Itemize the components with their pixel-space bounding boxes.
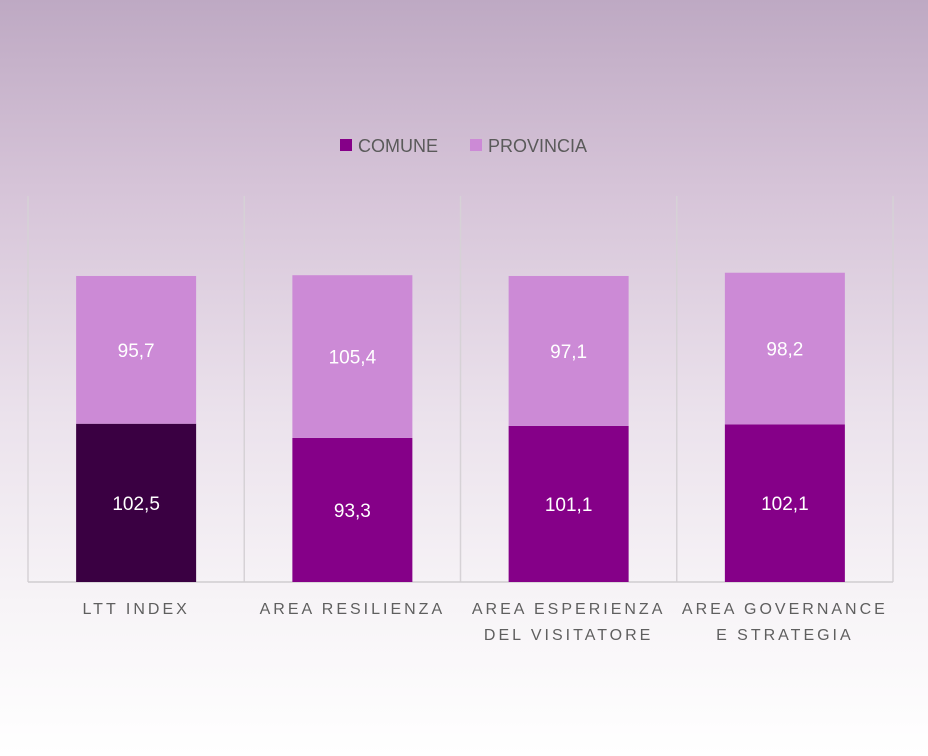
legend-swatch-comune	[340, 139, 352, 151]
bar-comune	[508, 425, 629, 582]
bar-comune	[292, 437, 413, 582]
bar-comune	[724, 424, 845, 582]
bar-provincia	[292, 275, 413, 438]
data-label: 102,5	[112, 494, 160, 515]
category-label: DEL VISITATORE	[484, 627, 653, 644]
bar-provincia	[76, 275, 197, 424]
data-label: 102,1	[761, 494, 809, 515]
category-label: AREA RESILIENZA	[260, 601, 446, 618]
data-label: 95,7	[118, 341, 155, 362]
legend-label: COMUNE	[358, 136, 438, 156]
legend-label: PROVINCIA	[488, 136, 587, 156]
data-label: 101,1	[545, 495, 593, 516]
bar-comune	[76, 423, 197, 582]
bar-provincia	[508, 275, 629, 426]
legend-swatch-provincia	[470, 139, 482, 151]
category-label: AREA GOVERNANCE	[682, 601, 888, 618]
bar-provincia	[724, 272, 845, 425]
category-label: LTT INDEX	[82, 601, 189, 618]
data-label: 93,3	[334, 501, 371, 522]
category-label: E STRATEGIA	[716, 627, 854, 644]
data-label: 98,2	[766, 340, 803, 361]
data-label: 97,1	[550, 342, 587, 363]
data-label: 105,4	[329, 348, 377, 369]
category-label: AREA ESPERIENZA	[472, 601, 666, 618]
